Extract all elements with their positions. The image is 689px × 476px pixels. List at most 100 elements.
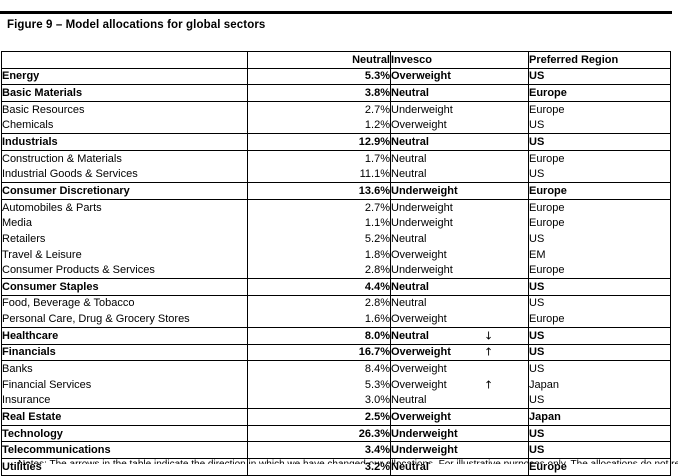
preferred-region-cell: US	[528, 343, 671, 362]
sector-name-cell: Telecommunications	[1, 441, 248, 460]
preferred-region-cell: Europe	[528, 262, 671, 279]
invesco-view-cell: Overweight	[390, 311, 529, 328]
invesco-view-cell: Neutral	[390, 231, 529, 247]
preferred-region-cell: US	[528, 166, 671, 183]
neutral-weight-cell: 3.0%	[247, 392, 391, 409]
neutral-weight-cell: 1.8%	[247, 246, 391, 263]
sector-name-cell: Energy	[1, 67, 248, 86]
invesco-view-cell: Neutral	[390, 295, 529, 312]
table-row: Consumer Products & Services 2.8% Underwei…	[1, 262, 671, 279]
up-arrow-icon: ↑	[484, 345, 494, 359]
invesco-view-label: Neutral	[391, 152, 427, 165]
sector-name-cell: Industrial Goods & Services	[1, 166, 248, 183]
sector-name-cell: Financials	[1, 343, 248, 362]
invesco-view-label: Underweight	[391, 184, 458, 197]
invesco-view-cell: Neutral	[390, 133, 529, 151]
invesco-view-label: Neutral	[391, 329, 429, 342]
neutral-weight-cell: 5.3%	[247, 67, 391, 86]
preferred-region-cell: EM	[528, 246, 671, 263]
down-arrow-icon: ↓	[484, 329, 494, 343]
sector-name-cell: Industrials	[1, 133, 248, 151]
preferred-region-cell: US	[528, 441, 671, 460]
table-row: Personal Care, Drug & Grocery Stores 1.6%…	[1, 311, 671, 328]
invesco-view-cell: Neutral	[390, 166, 529, 183]
invesco-view-cell: Underweight	[390, 101, 529, 118]
sector-name-cell: Retailers	[1, 231, 248, 247]
table-row: Automobiles & Parts 2.7% Underweight Europe	[1, 199, 671, 216]
invesco-view-label: Overweight	[391, 410, 451, 423]
invesco-view-label: Neutral	[391, 168, 427, 181]
table-row: Technology 26.3% Underweight US	[1, 424, 671, 443]
sector-name-cell: Chemicals	[1, 117, 248, 134]
preferred-region-cell: US	[528, 277, 671, 296]
sector-name-cell: Real Estate	[1, 408, 248, 426]
neutral-weight-cell: 1.1%	[247, 215, 391, 232]
table-row: Telecommunications 3.4% Underweight US	[1, 441, 671, 460]
sector-name-cell: Healthcare	[1, 326, 248, 345]
invesco-view-cell: Overweight	[390, 246, 529, 263]
invesco-view-label: Underweight	[391, 264, 453, 277]
invesco-view-cell: Neutral ↓	[390, 326, 529, 345]
sector-name-cell: Financial Services	[1, 376, 248, 393]
invesco-view-cell: Overweight	[390, 117, 529, 134]
sector-name-cell: Automobiles & Parts	[1, 199, 248, 216]
invesco-view-label: Underweight	[391, 444, 458, 457]
invesco-view-label: Neutral	[391, 136, 429, 149]
sector-name-cell: Insurance	[1, 392, 248, 409]
preferred-region-cell: Europe	[528, 150, 671, 167]
invesco-view-cell: Underweight	[390, 182, 529, 200]
invesco-view-label: Underweight	[391, 217, 453, 230]
neutral-weight-cell: 1.7%	[247, 150, 391, 167]
sector-name-cell: Construction & Materials	[1, 150, 248, 167]
sector-name-cell: Consumer Products & Services	[1, 262, 248, 279]
preferred-region-cell: Europe	[528, 84, 671, 102]
table-row: Food, Beverage & Tobacco 2.8% Neutral US	[1, 295, 671, 312]
invesco-view-label: Neutral	[391, 232, 427, 245]
invesco-view-cell: Overweight ↑	[390, 376, 529, 393]
sector-name-cell: Personal Care, Drug & Grocery Stores	[1, 311, 248, 328]
neutral-weight-cell: 4.4%	[247, 277, 391, 296]
table-row: Real Estate 2.5% Overweight Japan	[1, 408, 671, 426]
invesco-view-cell: Underweight	[390, 424, 529, 443]
sector-name-cell: Food, Beverage & Tobacco	[1, 295, 248, 312]
invesco-view-label: Overweight	[391, 346, 451, 359]
invesco-view-cell: Underweight	[390, 441, 529, 460]
invesco-view-cell: Overweight	[390, 408, 529, 426]
neutral-weight-cell: 26.3%	[247, 424, 391, 443]
invesco-view-label: Overweight	[391, 362, 447, 375]
table-row: Insurance 3.0% Neutral US	[1, 392, 671, 409]
sector-name-cell: Consumer Staples	[1, 277, 248, 296]
preferred-region-cell: US	[528, 231, 671, 247]
preferred-region-cell: US	[528, 67, 671, 86]
table-row: Financial Services 5.3% Overweight ↑ Japan	[1, 376, 671, 393]
preferred-region-cell: US	[528, 295, 671, 312]
invesco-view-label: Underweight	[391, 201, 453, 214]
sector-name-cell: Basic Resources	[1, 101, 248, 118]
preferred-region-cell: US	[528, 326, 671, 345]
invesco-view-cell: Overweight	[390, 67, 529, 86]
neutral-weight-cell: 2.5%	[247, 408, 391, 426]
preferred-region-cell: Japan	[528, 376, 671, 393]
invesco-view-label: Overweight	[391, 313, 447, 326]
neutral-weight-cell: 13.6%	[247, 182, 391, 200]
neutral-weight-cell: 2.8%	[247, 262, 391, 279]
preferred-region-cell: US	[528, 133, 671, 151]
sector-name-cell: Consumer Discretionary	[1, 182, 248, 200]
invesco-view-label: Neutral	[391, 87, 429, 100]
header-neutral: Neutral	[247, 51, 391, 69]
invesco-view-label: Underweight	[391, 427, 458, 440]
sector-name-cell: Travel & Leisure	[1, 246, 248, 263]
neutral-weight-cell: 3.4%	[247, 441, 391, 460]
neutral-weight-cell: 1.2%	[247, 117, 391, 134]
neutral-weight-cell: 8.4%	[247, 360, 391, 377]
table-row: Consumer Discretionary 13.6% Underweight Eu…	[1, 182, 671, 200]
preferred-region-cell: Japan	[528, 408, 671, 426]
neutral-weight-cell: 11.1%	[247, 166, 391, 183]
sector-name-cell: Banks	[1, 360, 248, 377]
preferred-region-cell: US	[528, 392, 671, 409]
table-row: Retailers 5.2% Neutral US	[1, 231, 671, 247]
invesco-view-cell: Underweight	[390, 199, 529, 216]
table-row: Construction & Materials 1.7% Neutral Europ…	[1, 150, 671, 167]
invesco-view-cell: Neutral	[390, 150, 529, 167]
figure-title: Figure 9 – Model allocations for global …	[7, 19, 266, 31]
